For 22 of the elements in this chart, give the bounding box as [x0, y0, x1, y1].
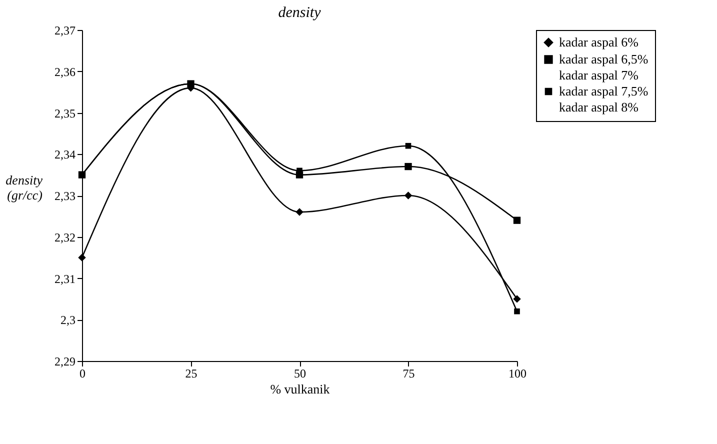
chart-title: density: [278, 5, 322, 21]
y-tick-label: 2,33: [54, 189, 76, 203]
y-tick-label: 2,29: [54, 354, 76, 368]
text: kadar aspal 7%: [559, 68, 639, 82]
y-tick-label: 2,34: [54, 148, 76, 162]
x-axis-title: % vulkanik: [270, 382, 330, 396]
y-tick-label: 2,3: [60, 313, 76, 328]
y-tick-label: 2,37: [54, 24, 76, 38]
text: kadar aspal 8%: [559, 100, 639, 114]
legend-label: kadar aspal 6,5%: [559, 52, 648, 66]
y-tick-label: 2,36: [54, 64, 76, 79]
legend-label: kadar aspal 7,5%: [559, 84, 648, 98]
y-tick-label: 2,35: [54, 106, 76, 120]
legend-label: kadar aspal 6%: [559, 34, 639, 50]
x-tick-label: 50: [294, 366, 306, 380]
y-axis-title: density (gr/cc): [6, 172, 43, 202]
x-tick-label: 100: [508, 366, 526, 380]
x-tick-label: 25: [185, 366, 198, 380]
y-tick-label: 2,31: [54, 272, 76, 286]
x-tick-label: 0: [80, 366, 86, 380]
y-tick-label: 2,32: [54, 230, 76, 244]
x-tick-label: 75: [402, 366, 415, 380]
